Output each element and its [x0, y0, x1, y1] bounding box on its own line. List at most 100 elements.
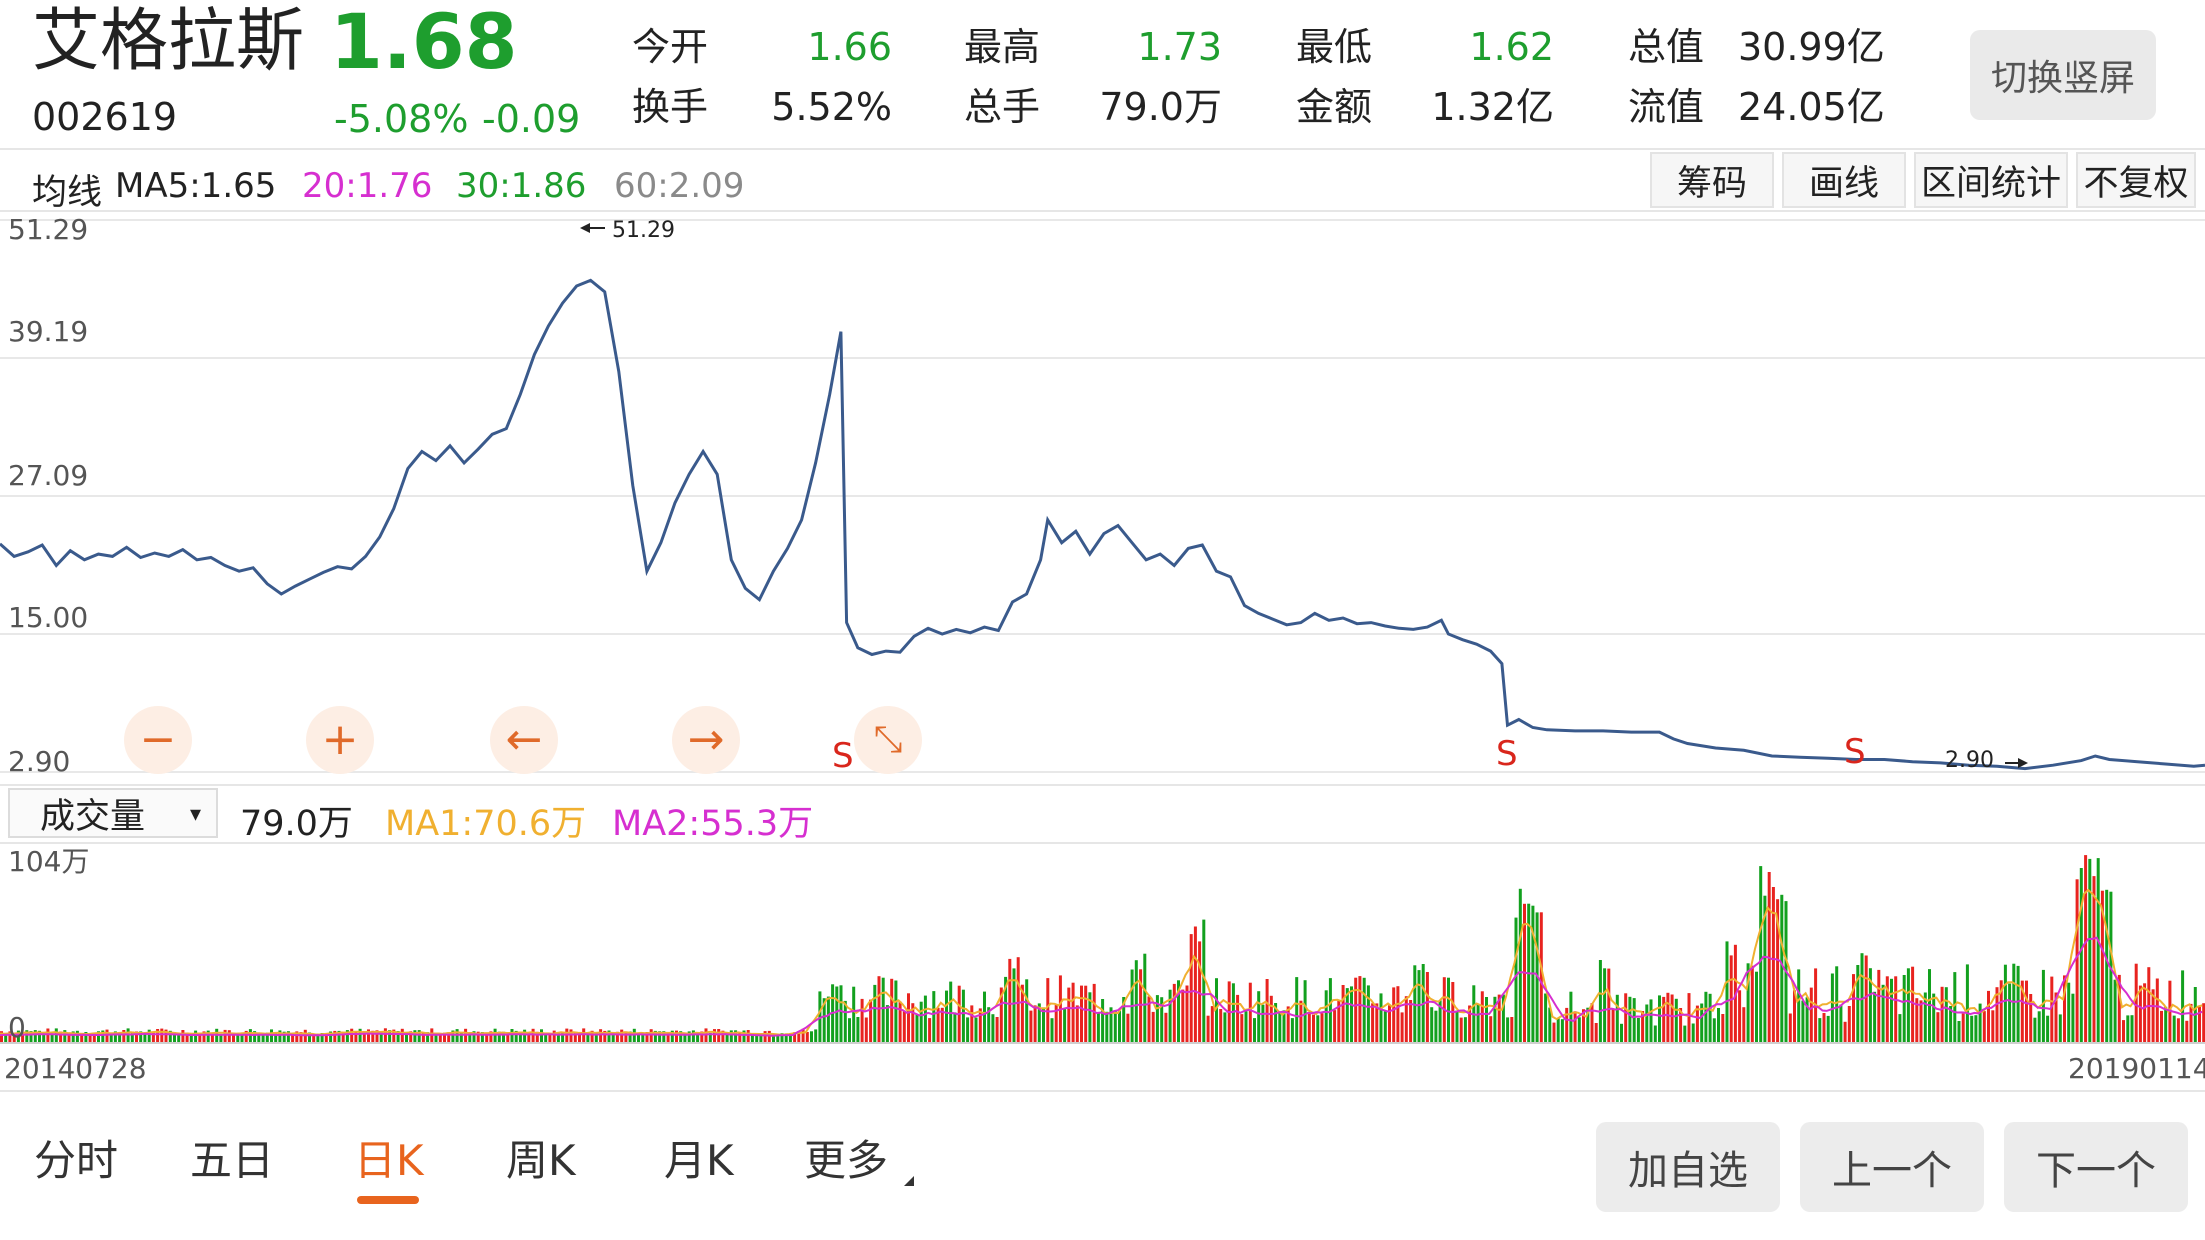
tab-five-day[interactable]: 五日 [190, 1136, 275, 1185]
volume-bar [308, 1032, 311, 1042]
tab-monthly-k[interactable]: 月K [664, 1136, 734, 1185]
volume-bar [236, 1033, 240, 1042]
volume-bar [852, 986, 856, 1042]
volume-bar [2067, 982, 2071, 1042]
volume-bar [953, 1012, 957, 1042]
volume-bar [1607, 968, 1611, 1042]
volume-bar [1269, 995, 1273, 1042]
volume-bar [2008, 983, 2012, 1042]
arrow-left-icon[interactable]: ← [490, 706, 558, 774]
volume-bar [1881, 984, 1885, 1042]
volume-bar [999, 987, 1003, 1042]
volume-bar [1961, 1013, 1965, 1042]
sell-marker: S [1496, 734, 1518, 774]
volume-bar [839, 985, 843, 1042]
volume-bar [1936, 1012, 1940, 1042]
volume-bar [358, 1028, 362, 1042]
volume-bar [2130, 1015, 2134, 1042]
volume-bar [1556, 1018, 1560, 1042]
volume-bar [611, 1033, 615, 1042]
volume-bar [2033, 1017, 2037, 1042]
volume-bar [1337, 1000, 1341, 1042]
zoom-out-icon[interactable]: − [124, 706, 192, 774]
volume-bar [1042, 1007, 1045, 1042]
volume-bar [1409, 1000, 1413, 1042]
volume-bar [620, 1029, 624, 1042]
price-chart[interactable]: 51.29 2.90 S S S [0, 212, 2205, 784]
stat-value-amount: 1.32亿 [1431, 85, 1554, 129]
volume-bar [923, 995, 927, 1042]
zoom-in-icon[interactable]: + [306, 706, 374, 774]
next-button[interactable]: 下一个 [2004, 1122, 2188, 1212]
arrow-right-icon[interactable]: → [672, 706, 740, 774]
max-price-label: 51.29 [612, 218, 675, 243]
volume-bar [1113, 1011, 1117, 1042]
volume-bar [438, 1033, 442, 1042]
volume-bar [1590, 1003, 1594, 1042]
volume-bar [1999, 980, 2003, 1042]
volume-bar [1898, 1014, 1902, 1042]
volume-chart[interactable] [0, 844, 2205, 1044]
tab-intraday[interactable]: 分时 [34, 1136, 119, 1185]
volume-bar [38, 1030, 41, 1042]
draw-line-button[interactable]: 画线 [1782, 152, 1906, 208]
volume-bar [1923, 992, 1927, 1042]
volume-bar [1160, 997, 1164, 1042]
volume-bar [687, 1031, 691, 1042]
volume-bar [291, 1034, 295, 1042]
chevron-down-icon[interactable]: ▾ [190, 802, 202, 827]
volume-bar [1177, 980, 1180, 1042]
change-percent: -5.08% [334, 97, 469, 141]
chart-divider [0, 784, 2205, 786]
volume-bar [181, 1030, 185, 1042]
price-line [0, 278, 2205, 771]
volume-bar [189, 1034, 193, 1042]
previous-button[interactable]: 上一个 [1800, 1122, 1984, 1212]
volume-bar [2176, 1018, 2180, 1042]
add-watchlist-button[interactable]: 加自选 [1596, 1122, 1780, 1212]
volume-bar [1189, 934, 1193, 1042]
volume-bar [502, 1031, 505, 1042]
volume-bar [708, 1033, 712, 1042]
volume-bar [932, 991, 936, 1042]
volume-bar [755, 1033, 759, 1042]
volume-bar [2092, 876, 2096, 1042]
volume-bar [29, 1031, 33, 1042]
volume-bar [1240, 1014, 1244, 1042]
volume-bar [1738, 990, 1742, 1042]
volume-bar [2046, 1015, 2050, 1042]
shrink-icon[interactable]: ⤡ [854, 706, 922, 774]
range-stats-button[interactable]: 区间统计 [1914, 152, 2068, 208]
volume-bar [1366, 985, 1370, 1042]
volume-bar [978, 1008, 982, 1042]
max-price-marker: 51.29 [580, 218, 675, 243]
stat-label-amount: 金额 [1296, 85, 1373, 129]
volume-bar [1037, 1003, 1041, 1042]
tab-daily-k[interactable]: 日K [354, 1136, 424, 1185]
switch-portrait-button[interactable]: 切换竖屏 [1970, 30, 2156, 120]
volume-bar [1434, 1010, 1438, 1042]
volume-bar [257, 1032, 261, 1042]
volume-bar [447, 1032, 451, 1042]
volume-bar [1805, 997, 1809, 1042]
stat-label-high: 最高 [964, 25, 1041, 69]
indicator-select[interactable]: 成交量 [8, 788, 218, 838]
header-divider [0, 148, 2205, 150]
volume-bar [1594, 1023, 1598, 1042]
tab-more[interactable]: 更多 [804, 1136, 889, 1185]
more-caret-icon[interactable] [904, 1176, 914, 1186]
volume-bar [729, 1030, 733, 1042]
volume-bar [1345, 988, 1349, 1042]
volume-bar [1818, 1018, 1822, 1042]
volume-bar [590, 1030, 594, 1042]
volume-bar [46, 1028, 50, 1042]
chips-button[interactable]: 筹码 [1650, 152, 1774, 208]
no-adjust-button[interactable]: 不复权 [2076, 152, 2196, 208]
volume-bar [1379, 993, 1383, 1042]
volume-bar [552, 1030, 556, 1042]
volume-bar [784, 1033, 788, 1042]
volume-bar [991, 1014, 995, 1042]
tab-weekly-k[interactable]: 周K [506, 1136, 576, 1185]
volume-bar [122, 1030, 126, 1042]
volume-bar [2172, 1015, 2176, 1042]
